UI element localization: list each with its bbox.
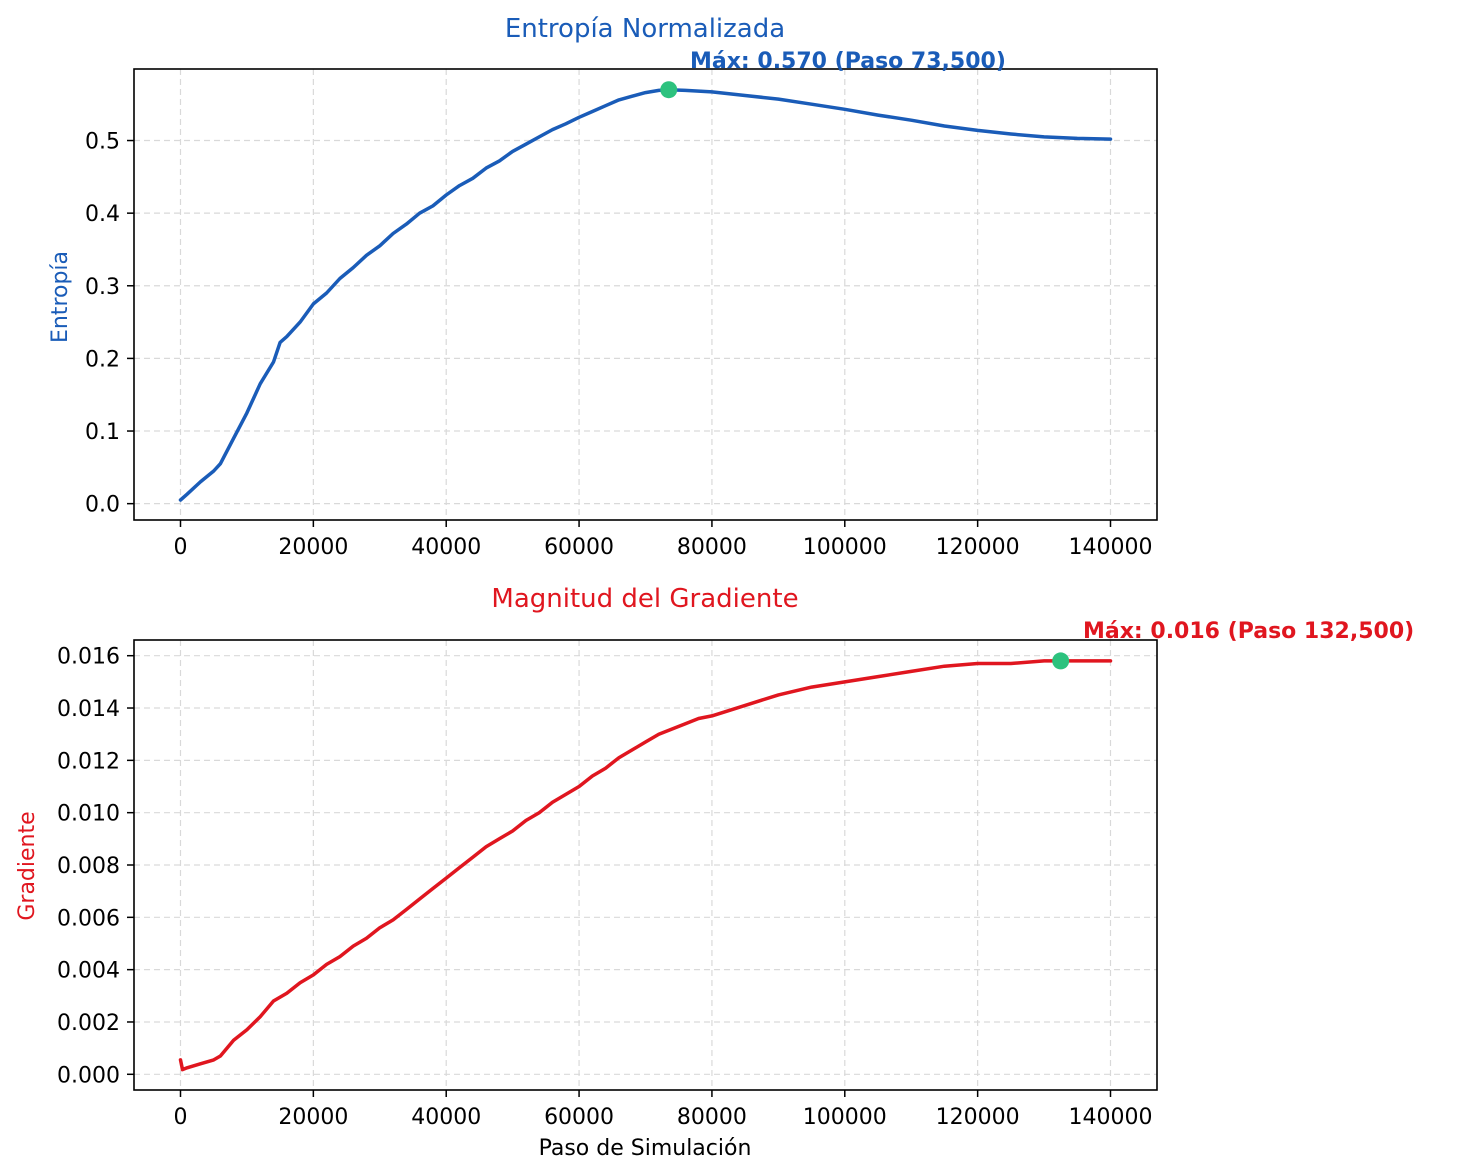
entropy-panel: Entropía Normalizada Entropía 0 20000 4000… xyxy=(48,14,1158,560)
gradient-x-tick-label-5: 100000 xyxy=(803,1105,887,1130)
entropy-y-tick-label-3: 0.3 xyxy=(85,275,120,300)
gradient-x-tick-label-4: 80000 xyxy=(677,1105,747,1130)
gradient-x-tick-label-6: 120000 xyxy=(936,1105,1020,1130)
entropy-x-tick-label-4: 80000 xyxy=(677,535,747,560)
gradient-max-marker xyxy=(1052,652,1070,670)
entropy-plot-frame xyxy=(133,68,1158,521)
gradient-y-axis-label: Gradiente xyxy=(15,811,40,920)
entropy-y-axis-label: Entropía xyxy=(48,251,73,343)
gradient-y-tick-label-6: 0.012 xyxy=(57,749,120,774)
entropy-y-tick-label-0: 0.0 xyxy=(85,493,120,518)
gradient-x-ticks: 0 20000 40000 60000 80000 100000 120000 140000 xyxy=(174,1090,1153,1130)
gradient-grid xyxy=(134,640,1157,1090)
gradient-chart-title: Magnitud del Gradiente xyxy=(491,584,798,614)
entropy-x-tick-label-3: 60000 xyxy=(544,535,614,560)
gradient-series xyxy=(178,652,1113,1072)
entropy-series-line-0 xyxy=(178,87,1113,502)
entropy-max-marker xyxy=(660,81,678,99)
entropy-x-tick-label-7: 140000 xyxy=(1069,535,1153,560)
entropy-x-tick-label-6: 120000 xyxy=(936,535,1020,560)
gradient-y-tick-label-4: 0.008 xyxy=(57,854,120,879)
gradient-y-tick-label-2: 0.004 xyxy=(57,959,120,984)
entropy-x-tick-label-2: 40000 xyxy=(411,535,481,560)
gradient-y-tick-label-8: 0.016 xyxy=(57,645,120,670)
gradient-y-tick-label-1: 0.002 xyxy=(57,1011,120,1036)
gradient-x-tick-label-2: 40000 xyxy=(411,1105,481,1130)
gradient-max-annotation: Máx: 0.016 (Paso 132,500) xyxy=(1083,619,1414,644)
entropy-grid xyxy=(134,69,1157,520)
entropy-series xyxy=(178,81,1113,502)
gradient-x-tick-label-1: 20000 xyxy=(278,1105,348,1130)
gradient-x-axis-label: Paso de Simulación xyxy=(539,1136,752,1161)
gradient-y-tick-label-7: 0.014 xyxy=(57,697,120,722)
entropy-y-tick-label-4: 0.4 xyxy=(85,202,120,227)
gradient-panel: Magnitud del Gradiente Gradiente Paso de… xyxy=(15,584,1414,1161)
entropy-y-tick-label-5: 0.5 xyxy=(85,130,120,155)
gradient-y-tick-label-5: 0.010 xyxy=(57,802,120,827)
gradient-series-line-0 xyxy=(178,659,1113,1072)
entropy-chart-title: Entropía Normalizada xyxy=(505,14,785,44)
entropy-axes-box xyxy=(133,68,1158,521)
gradient-x-tick-label-3: 60000 xyxy=(544,1105,614,1130)
entropy-max-annotation: Máx: 0.570 (Paso 73,500) xyxy=(690,49,1006,74)
entropy-y-tick-label-2: 0.2 xyxy=(85,347,120,372)
gradient-x-tick-label-0: 0 xyxy=(174,1105,188,1130)
gradient-x-tick-label-7: 140000 xyxy=(1069,1105,1153,1130)
entropy-y-tick-label-1: 0.1 xyxy=(85,420,120,445)
entropy-x-tick-label-0: 0 xyxy=(174,535,188,560)
entropy-x-ticks: 0 20000 40000 60000 80000 100000 120000 140000 xyxy=(174,520,1153,560)
entropy-y-ticks: 0.0 0.1 0.2 0.3 0.4 0.5 xyxy=(85,130,134,518)
entropy-x-tick-label-5: 100000 xyxy=(803,535,887,560)
gradient-y-tick-label-3: 0.006 xyxy=(57,906,120,931)
gradient-y-tick-label-0: 0.000 xyxy=(57,1063,120,1088)
gradient-y-ticks: 0.000 0.002 0.004 0.006 0.008 0.010 0.012 0.014… xyxy=(57,645,134,1088)
entropy-x-tick-label-1: 20000 xyxy=(278,535,348,560)
